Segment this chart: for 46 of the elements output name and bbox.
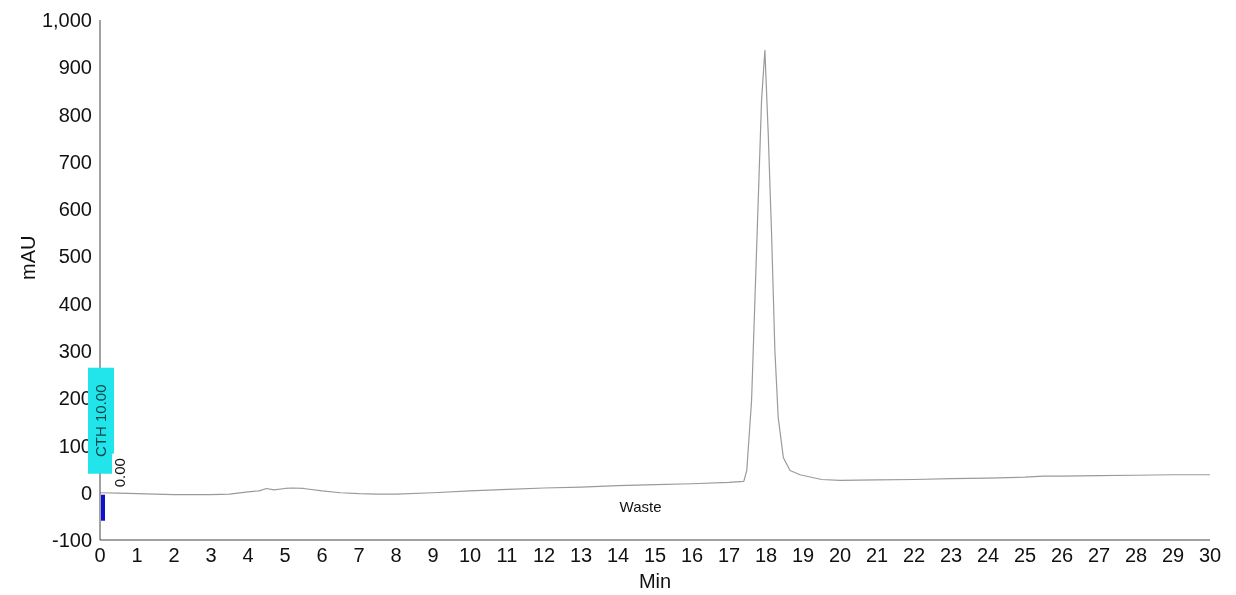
x-tick-label: 14 (606, 544, 630, 567)
x-tick-label: 3 (205, 544, 217, 567)
x-tick-label: 29 (1161, 544, 1185, 567)
y-tick-label: -100 (51, 529, 92, 552)
x-tick-label: 22 (902, 544, 926, 567)
x-tick-label: 4 (242, 544, 254, 567)
x-tick-label: 12 (532, 544, 556, 567)
x-tick-label: 16 (680, 544, 704, 567)
y-tick-label: 300 (58, 340, 92, 363)
x-tick-label: 17 (717, 544, 741, 567)
y-tick-label: 0 (80, 481, 92, 504)
annotation: 0.00 (111, 458, 129, 488)
y-tick-label: 900 (58, 56, 92, 79)
x-tick-label: 30 (1198, 544, 1222, 567)
annotation: Waste (619, 498, 662, 516)
x-tick-label: 5 (279, 544, 291, 567)
x-tick-label: 8 (390, 544, 402, 567)
y-tick-label: 700 (58, 150, 92, 173)
x-tick-label: 19 (791, 544, 815, 567)
x-tick-label: 2 (168, 544, 180, 567)
x-tick-label: 15 (643, 544, 667, 567)
x-tick-label: 21 (865, 544, 889, 567)
x-tick-label: 23 (939, 544, 963, 567)
x-tick-label: 25 (1013, 544, 1037, 567)
x-tick-label: 28 (1124, 544, 1148, 567)
x-tick-label: 27 (1087, 544, 1111, 567)
x-tick-label: 9 (427, 544, 439, 567)
annotation: CTH 10.00 (92, 384, 110, 457)
x-tick-label: 0 (94, 544, 106, 567)
x-tick-label: 26 (1050, 544, 1074, 567)
x-tick-label: 7 (353, 544, 365, 567)
y-tick-label: 1,000 (41, 9, 92, 32)
x-tick-label: 11 (496, 544, 518, 567)
x-tick-label: 24 (976, 544, 1000, 567)
x-tick-label: 1 (131, 544, 143, 567)
x-tick-label: 10 (458, 544, 482, 567)
x-tick-label: 13 (569, 544, 593, 567)
y-axis-title: mAU (17, 235, 40, 280)
y-tick-label: 400 (58, 292, 92, 315)
y-tick-label: 800 (58, 103, 92, 126)
x-tick-label: 18 (754, 544, 778, 567)
x-axis-title: Min (638, 570, 672, 592)
y-tick-label: 600 (58, 198, 92, 221)
y-tick-label: 500 (58, 245, 92, 268)
x-tick-label: 20 (828, 544, 852, 567)
x-tick-label: 6 (316, 544, 328, 567)
